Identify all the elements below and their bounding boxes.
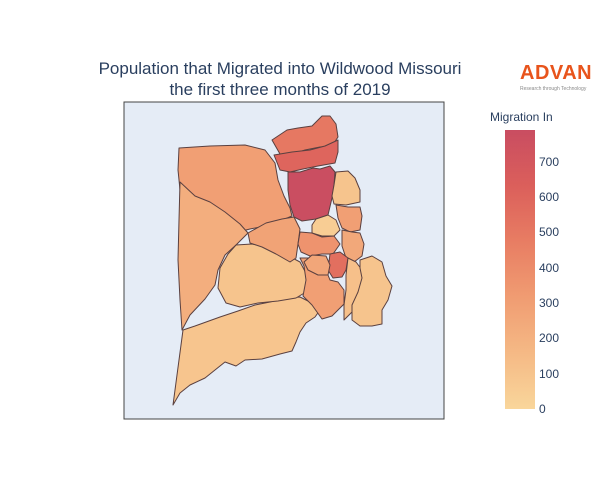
region-west-middle[interactable]	[177, 181, 249, 331]
title-line-2: the first three months of 2019	[169, 80, 391, 99]
region-south-central[interactable]	[303, 254, 331, 276]
map-title: Population that Migrated into Wildwood M…	[50, 58, 510, 100]
colorbar-title: Migration In	[490, 110, 553, 124]
colorbar-tick-label: 700	[539, 154, 560, 169]
region-south-large[interactable]	[172, 296, 321, 406]
region-east-small-c[interactable]	[341, 229, 365, 263]
colorbar-tick-label: 600	[539, 190, 560, 205]
region-center-east[interactable]	[297, 231, 341, 257]
colorbar-tick-label: 200	[539, 331, 560, 346]
brand-tagline: Research through Technology	[520, 86, 587, 92]
colorbar-tick-label: 0	[539, 402, 546, 416]
region-far-east[interactable]	[351, 255, 393, 327]
colorbar	[505, 130, 535, 409]
region-east-small-a[interactable]	[331, 170, 361, 206]
colorbar-tick-label: 300	[539, 296, 560, 311]
brand-name: ADVAN	[520, 62, 593, 84]
region-central-middle[interactable]	[247, 216, 301, 263]
region-central-dark[interactable]	[287, 165, 336, 222]
colorbar-tick-label: 500	[539, 225, 560, 240]
colorbar-tick-label: 400	[539, 260, 560, 275]
region-east-small-b[interactable]	[335, 204, 363, 233]
colorbar-tick-label: 100	[539, 366, 560, 381]
title-line-1: Population that Migrated into Wildwood M…	[98, 59, 462, 78]
advan-logo: ADVAN Research through Technology	[520, 62, 600, 92]
